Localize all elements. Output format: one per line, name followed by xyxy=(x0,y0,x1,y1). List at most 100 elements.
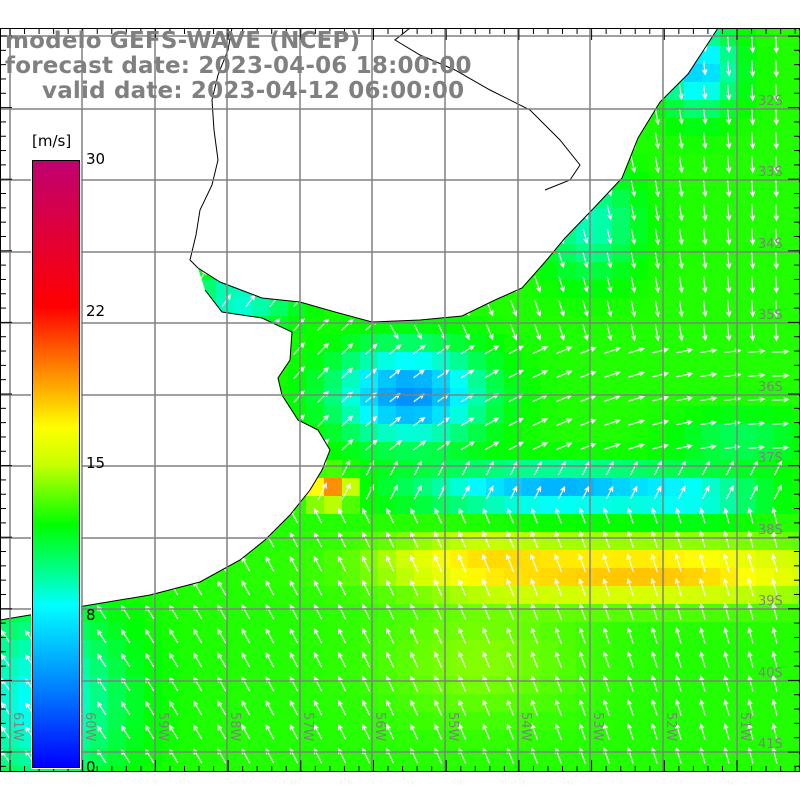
wind-cell xyxy=(0,424,18,442)
wind-arrow xyxy=(245,149,257,164)
wind-cell xyxy=(252,298,270,316)
wind-cell xyxy=(234,208,252,226)
wind-arrow xyxy=(510,132,518,149)
wind-cell xyxy=(324,766,342,772)
wind-cell xyxy=(198,334,216,352)
wind-cell xyxy=(342,622,360,640)
wind-cell xyxy=(504,118,522,136)
wind-cell xyxy=(90,244,108,262)
wind-arrow xyxy=(486,276,494,293)
wind-cell xyxy=(666,172,684,190)
wind-cell xyxy=(540,172,558,190)
wind-arrow xyxy=(558,252,565,269)
wind-arrow xyxy=(434,603,443,620)
wind-cell xyxy=(558,208,576,226)
wind-cell xyxy=(720,352,738,370)
wind-arrow xyxy=(723,577,730,596)
wind-cell xyxy=(414,604,432,622)
wind-arrow xyxy=(340,246,354,259)
wind-arrow xyxy=(699,507,706,524)
wind-arrow xyxy=(486,156,494,173)
wind-cell xyxy=(558,460,576,478)
wind-cell xyxy=(342,136,360,154)
wind-arrow xyxy=(269,437,281,452)
wind-cell xyxy=(180,694,198,712)
wind-arrow xyxy=(217,556,227,572)
wind-cell xyxy=(90,190,108,208)
wind-cell xyxy=(666,352,684,370)
wind-cell xyxy=(270,478,288,496)
wind-arrow xyxy=(434,578,443,596)
wind-cell xyxy=(396,658,414,676)
wind-cell xyxy=(378,352,396,370)
wind-cell xyxy=(342,424,360,442)
wind-cell xyxy=(486,694,504,712)
wind-arrow xyxy=(434,675,443,692)
wind-cell xyxy=(540,244,558,262)
wind-arrow xyxy=(773,300,779,318)
wind-cell xyxy=(792,298,800,316)
wind-cell xyxy=(702,118,720,136)
wind-cell xyxy=(612,586,630,604)
wind-arrow xyxy=(675,602,682,620)
wind-cell xyxy=(198,370,216,388)
wind-arrow xyxy=(458,699,466,716)
wind-arrow xyxy=(410,627,419,644)
wind-cell xyxy=(306,406,324,424)
graticule xyxy=(0,28,800,772)
wind-arrow xyxy=(773,276,779,294)
longitude-label: 55W xyxy=(445,712,460,742)
wind-cell xyxy=(540,64,558,82)
wind-arrow xyxy=(410,675,419,692)
wind-cell xyxy=(216,766,234,772)
wind-cell xyxy=(756,280,774,298)
wind-arrow xyxy=(773,36,779,54)
wind-cell xyxy=(684,568,702,586)
wind-arrow xyxy=(602,530,610,548)
wind-arrow xyxy=(317,222,330,236)
wind-cell xyxy=(126,316,144,334)
wind-arrow xyxy=(386,603,395,620)
wind-cell xyxy=(522,46,540,64)
wind-arrow xyxy=(554,675,562,692)
wind-arrow xyxy=(362,675,371,692)
wind-cell xyxy=(594,136,612,154)
wind-cell xyxy=(180,388,198,406)
wind-arrow xyxy=(702,485,710,500)
wind-arrow xyxy=(313,531,323,548)
wind-cell xyxy=(414,226,432,244)
wind-cell xyxy=(162,370,180,388)
wind-arrow xyxy=(725,36,732,53)
wind-cell xyxy=(486,442,504,460)
wind-cell xyxy=(378,442,396,460)
wind-cell xyxy=(684,460,702,478)
wind-arrow xyxy=(558,36,565,53)
wind-cell xyxy=(162,406,180,424)
wind-arrow xyxy=(389,252,399,268)
wind-cell xyxy=(108,298,126,316)
wind-cell xyxy=(720,82,738,100)
wind-arrow xyxy=(508,417,524,427)
wind-arrow xyxy=(651,699,658,716)
wind-cell xyxy=(522,154,540,172)
wind-cell xyxy=(198,676,216,694)
wind-cell xyxy=(324,514,342,532)
wind-cell xyxy=(126,388,144,406)
wind-cell xyxy=(396,406,414,424)
wind-cell xyxy=(378,496,396,514)
wind-arrow xyxy=(674,530,682,548)
wind-cell xyxy=(540,316,558,334)
wind-cell xyxy=(108,442,126,460)
wind-arrow xyxy=(0,629,11,644)
wind-cell xyxy=(198,190,216,208)
wind-arrow xyxy=(578,553,586,573)
wind-cell xyxy=(468,226,486,244)
wind-cell xyxy=(396,388,414,406)
border-line xyxy=(189,27,233,269)
wind-cell xyxy=(144,712,162,730)
wind-cell xyxy=(792,280,800,298)
wind-arrow xyxy=(771,674,778,692)
wind-arrow xyxy=(630,108,637,126)
wind-cell xyxy=(396,280,414,298)
wind-arrow xyxy=(149,483,159,500)
